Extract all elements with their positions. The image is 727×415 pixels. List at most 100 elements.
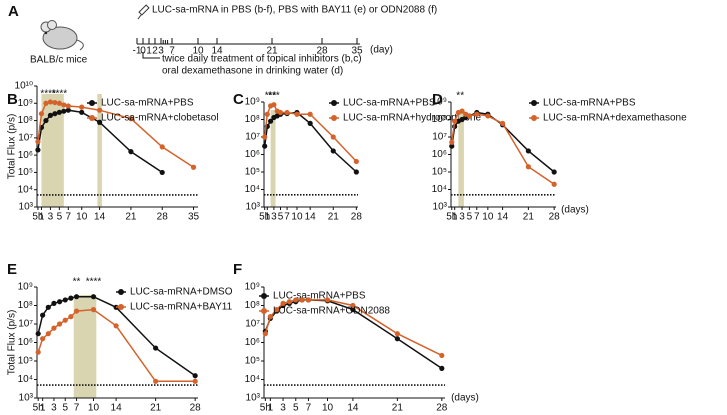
y-tick-label: 10³ [433, 202, 448, 213]
data-point [79, 109, 85, 115]
x-tick-label: 1 [265, 212, 271, 223]
data-point [56, 321, 63, 327]
legend-label: LUC-sa-mRNA+PBS [543, 98, 636, 109]
y-tick-label: 10⁹ [432, 97, 447, 108]
timeline-tick-label: -1 [133, 46, 142, 57]
y-tick-label: 10⁴ [245, 374, 260, 385]
data-point [73, 294, 80, 300]
y-tick-label: 10⁷ [245, 319, 260, 330]
treatment-window [97, 94, 102, 207]
legend-label: LUC-sa-mRNA+PBS [343, 98, 436, 109]
data-point [307, 111, 313, 117]
x-tick-label: 5h [32, 212, 43, 223]
y-tick-label: 10⁷ [18, 319, 33, 330]
y-tick-label: 10⁷ [18, 132, 33, 143]
treatment-bracket [142, 52, 160, 59]
data-point [439, 365, 445, 371]
y-tick-label: 10⁸ [245, 114, 260, 125]
data-point [35, 147, 41, 153]
x-tick-label: 5 [293, 403, 299, 414]
x-tick-label: 5 [278, 212, 284, 223]
x-tick-label: 5 [57, 212, 63, 223]
x-tick-label: 10 [76, 212, 88, 223]
mouse-icon [40, 20, 84, 51]
legend-label: LUC-sa-mRNA+DMSO [130, 287, 233, 298]
significance: ** [73, 277, 81, 288]
data-point [128, 149, 134, 155]
x-tick-label: 7 [74, 403, 80, 414]
data-point [90, 307, 97, 313]
x-tick-label: 7 [306, 403, 312, 414]
x-tick-label: 10 [88, 403, 100, 414]
y-tick-label: 10⁹ [245, 282, 260, 293]
legend-marker [261, 293, 267, 299]
data-point [68, 295, 74, 301]
panel: F 10³ 10⁴ 10⁵ 10⁶ 10⁷ 10⁸ 10⁹ 5h1 3 5 7 10 14 21 28(day… [233, 261, 479, 414]
data-point [35, 331, 41, 337]
legend-label: LUC-sa-mRNA+PBS [273, 291, 366, 302]
data-point [293, 297, 299, 303]
y-tick-label: 10⁹ [245, 97, 260, 108]
data-point [47, 112, 54, 118]
data-point [68, 314, 74, 320]
legend-label: LUC-sa-mRNA+PBS [101, 98, 194, 109]
data-point [56, 299, 63, 305]
data-point [264, 111, 270, 117]
x-tick-label: 5h [260, 403, 271, 414]
timeline-tick-label: 28 [316, 46, 328, 57]
x-unit: (days) [561, 205, 589, 216]
x-tick-label: 5h [33, 403, 44, 414]
data-point [40, 312, 46, 318]
data-point [35, 349, 41, 355]
y-tick-label: 10⁵ [18, 356, 33, 367]
significance: *** [265, 91, 277, 102]
data-point [56, 109, 62, 115]
panel: E 10³ 10⁴ 10⁵ 10⁶ 10⁷ 10⁸ 10⁹ 5h1 3 5 7 10 14 21 28 Tota… [7, 261, 233, 414]
panel-letter: F [233, 261, 242, 278]
y-tick-label: 10⁵ [432, 167, 447, 178]
y-tick-label: 10⁴ [18, 374, 33, 385]
data-point [353, 169, 359, 175]
data-point [192, 378, 198, 384]
data-point [79, 104, 85, 110]
data-point [56, 100, 62, 106]
significance: **** [52, 89, 68, 100]
series-line [37, 308, 196, 383]
data-point [52, 111, 58, 117]
y-axis-title: Total Flux (p/s) [7, 310, 18, 376]
y-tick-label: 10⁴ [245, 184, 260, 195]
data-point [449, 139, 455, 145]
legend-marker [118, 289, 124, 295]
mouse-label: BALB/c mice [30, 55, 88, 66]
y-tick-label: 10⁶ [245, 149, 260, 160]
x-tick-label: 21 [523, 212, 535, 223]
data-point [449, 143, 455, 149]
x-tick-label: 28 [436, 403, 448, 414]
y-tick-label: 10⁹ [18, 98, 33, 109]
data-point [350, 307, 356, 313]
data-point [43, 117, 49, 124]
data-point [551, 169, 557, 175]
injection-label: LUC-sa-mRNA in PBS (b-f), PBS with BAY11… [152, 5, 437, 16]
x-tick-label: 14 [94, 212, 106, 223]
data-point [394, 336, 400, 342]
x-tick-label: 3 [51, 403, 57, 414]
y-tick-label: 10³ [19, 202, 34, 213]
legend-label: LUC-sa-mRNA+BAY11 [130, 302, 233, 313]
data-point [485, 113, 491, 119]
treatment-window [458, 110, 464, 207]
data-point [330, 148, 336, 154]
y-tick-label: 10⁵ [245, 167, 260, 178]
data-point [40, 336, 46, 342]
y-tick-label: 10⁷ [432, 132, 447, 143]
data-point [394, 331, 400, 337]
y-tick-label: 10⁸ [245, 300, 260, 311]
legend-label: LUC-sa-mRNA+dexamethasone [543, 113, 687, 124]
x-tick-label: 7 [474, 212, 480, 223]
significance: **** [86, 277, 102, 288]
data-point [38, 111, 45, 117]
legend-marker [531, 115, 537, 121]
